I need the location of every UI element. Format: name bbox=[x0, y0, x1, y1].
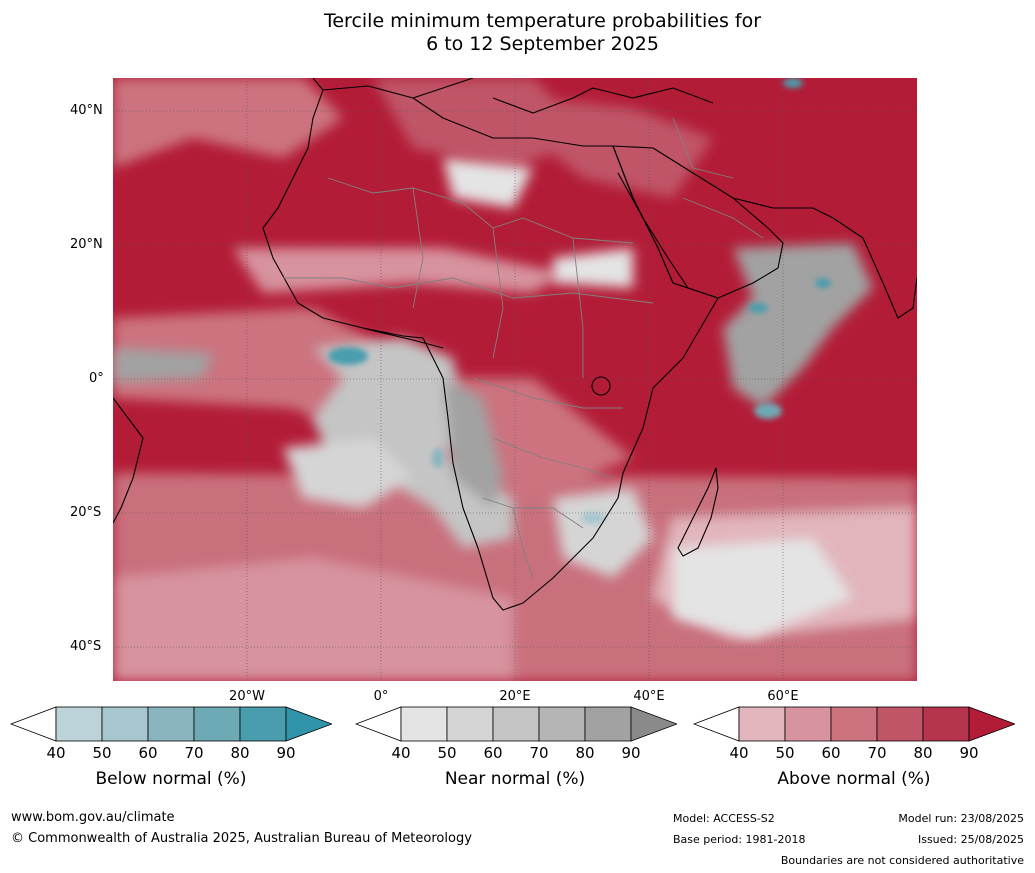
lat-label-0: 0° bbox=[89, 371, 104, 386]
probability-map bbox=[113, 78, 917, 681]
lon-label-0: 0° bbox=[373, 689, 389, 704]
colorbar-below-normal bbox=[10, 706, 332, 742]
title-line-2: 6 to 12 September 2025 bbox=[426, 33, 659, 55]
colorbar-segment bbox=[784, 706, 832, 742]
colorbar-tick-label: 60 bbox=[483, 744, 503, 762]
colorbar-tick-label: 90 bbox=[276, 744, 296, 762]
colorbar-tick-label: 70 bbox=[529, 744, 549, 762]
colorbar-tick-label: 90 bbox=[621, 744, 641, 762]
colorbar-segment bbox=[239, 706, 287, 742]
colorbar-max-triangle bbox=[630, 706, 677, 742]
colorbar-tick-label: 40 bbox=[729, 744, 749, 762]
colorbar-min-triangle bbox=[10, 706, 57, 742]
lon-label-20e: 20°E bbox=[499, 689, 531, 704]
lon-label-20w: 20°W bbox=[229, 689, 265, 704]
colorbar-tick-label: 80 bbox=[575, 744, 595, 762]
colorbar-max-triangle bbox=[285, 706, 332, 742]
footer-disclaimer: Boundaries are not considered authoritat… bbox=[780, 854, 1024, 867]
lon-label-60e: 60°E bbox=[767, 689, 799, 704]
map-svg bbox=[113, 78, 917, 681]
colorbar-segment bbox=[193, 706, 241, 742]
coastlines bbox=[113, 78, 917, 611]
near-normal-label: Near normal (%) bbox=[444, 769, 586, 789]
colorbar-segment bbox=[538, 706, 586, 742]
footer-model: Model: ACCESS-S2 bbox=[673, 812, 775, 825]
colorbar-min-triangle bbox=[355, 706, 402, 742]
colorbar-tick-label: 40 bbox=[391, 744, 411, 762]
below-normal-areas bbox=[328, 78, 831, 524]
footer-url: www.bom.gov.au/climate bbox=[11, 810, 175, 825]
footer-copyright: © Commonwealth of Australia 2025, Austra… bbox=[11, 831, 472, 846]
colorbar-segment bbox=[922, 706, 970, 742]
colorbar-segment bbox=[738, 706, 786, 742]
lat-label-20n: 20°N bbox=[70, 237, 103, 252]
colorbar-tick-label: 80 bbox=[230, 744, 250, 762]
lat-label-20s: 20°S bbox=[70, 505, 102, 520]
above-normal-label: Above normal (%) bbox=[777, 769, 931, 789]
colorbar-tick-label: 60 bbox=[138, 744, 158, 762]
colorbar-tick-label: 40 bbox=[46, 744, 66, 762]
colorbar-tick-label: 80 bbox=[913, 744, 933, 762]
colorbar-tick-label: 70 bbox=[184, 744, 204, 762]
colorbar-tick-label: 50 bbox=[437, 744, 457, 762]
colorbar-near-normal bbox=[355, 706, 677, 742]
colorbar-segment bbox=[830, 706, 878, 742]
footer-issued: Issued: 25/08/2025 bbox=[917, 833, 1024, 846]
colorbar-segment bbox=[584, 706, 632, 742]
title-line-1: Tercile minimum temperature probabilitie… bbox=[323, 10, 762, 32]
country-borders bbox=[283, 117, 764, 579]
colorbar-segment bbox=[55, 706, 103, 742]
footer-base-period: Base period: 1981-2018 bbox=[673, 833, 806, 846]
colorbar-segment bbox=[446, 706, 494, 742]
colorbar-segment bbox=[101, 706, 149, 742]
colorbar-segment bbox=[492, 706, 540, 742]
colorbar-min-triangle bbox=[693, 706, 740, 742]
colorbar-max-triangle bbox=[968, 706, 1015, 742]
lat-label-40n: 40°N bbox=[70, 103, 103, 118]
lat-label-40s: 40°S bbox=[70, 639, 102, 654]
lon-label-40e: 40°E bbox=[633, 689, 665, 704]
colorbar-tick-label: 60 bbox=[821, 744, 841, 762]
colorbar-segment bbox=[147, 706, 195, 742]
colorbar-tick-label: 50 bbox=[775, 744, 795, 762]
colorbar-segment bbox=[876, 706, 924, 742]
chart-title: Tercile minimum temperature probabilitie… bbox=[0, 10, 1035, 56]
below-normal-label: Below normal (%) bbox=[95, 769, 247, 789]
colorbar-tick-label: 90 bbox=[959, 744, 979, 762]
colorbar-above-normal bbox=[693, 706, 1015, 742]
near-normal-areas bbox=[113, 158, 873, 638]
colorbar-tick-label: 50 bbox=[92, 744, 112, 762]
colorbar-tick-label: 70 bbox=[867, 744, 887, 762]
footer-model-run: Model run: 23/08/2025 bbox=[898, 812, 1024, 825]
colorbar-segment bbox=[400, 706, 448, 742]
